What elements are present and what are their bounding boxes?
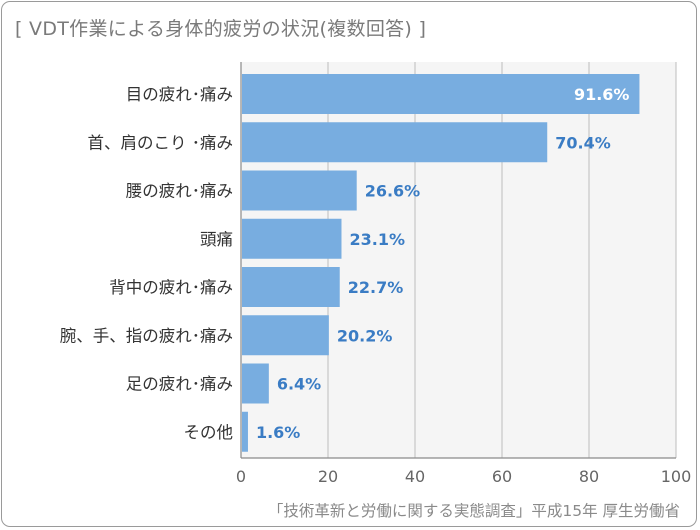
category-label: 首、肩のこり ･痛み [88,133,234,152]
x-tick-label: 80 [579,467,599,486]
x-tick-label: 40 [405,467,425,486]
category-label: その他 [184,423,234,442]
value-label: 1.6% [256,423,300,442]
x-tick-label: 100 [661,467,692,486]
bar [242,315,329,356]
category-label: 足の疲れ･痛み [126,375,233,394]
bar [242,218,342,259]
category-label: 腰の疲れ･痛み [126,182,233,201]
bar [242,122,548,163]
chart-title: [ VDT作業による身体的疲労の状況(複数回答) ] [15,18,427,40]
value-label: 23.1% [349,230,405,249]
x-tick-label: 60 [492,467,512,486]
value-label: 70.4% [555,133,611,152]
bar [242,363,269,404]
category-label: 腕、手、指の疲れ･痛み [60,326,233,345]
value-label: 26.6% [365,182,421,201]
source-note: 「技術革新と労働に関する実態調査」平成15年 厚生労働省 [267,502,680,520]
value-label: 91.6% [574,85,630,104]
value-label: 6.4% [277,375,321,394]
value-label: 22.7% [348,278,404,297]
plot-area [241,62,676,458]
bar [242,74,640,114]
category-label: 背中の疲れ･痛み [109,278,233,297]
category-label: 頭痛 [200,230,233,249]
x-tick-label: 20 [318,467,338,486]
bar [242,411,248,452]
value-label: 20.2% [337,326,393,345]
bar [242,170,357,211]
category-label: 目の疲れ･痛み [126,85,233,104]
x-tick-label: 0 [236,467,246,486]
bar [242,267,340,307]
